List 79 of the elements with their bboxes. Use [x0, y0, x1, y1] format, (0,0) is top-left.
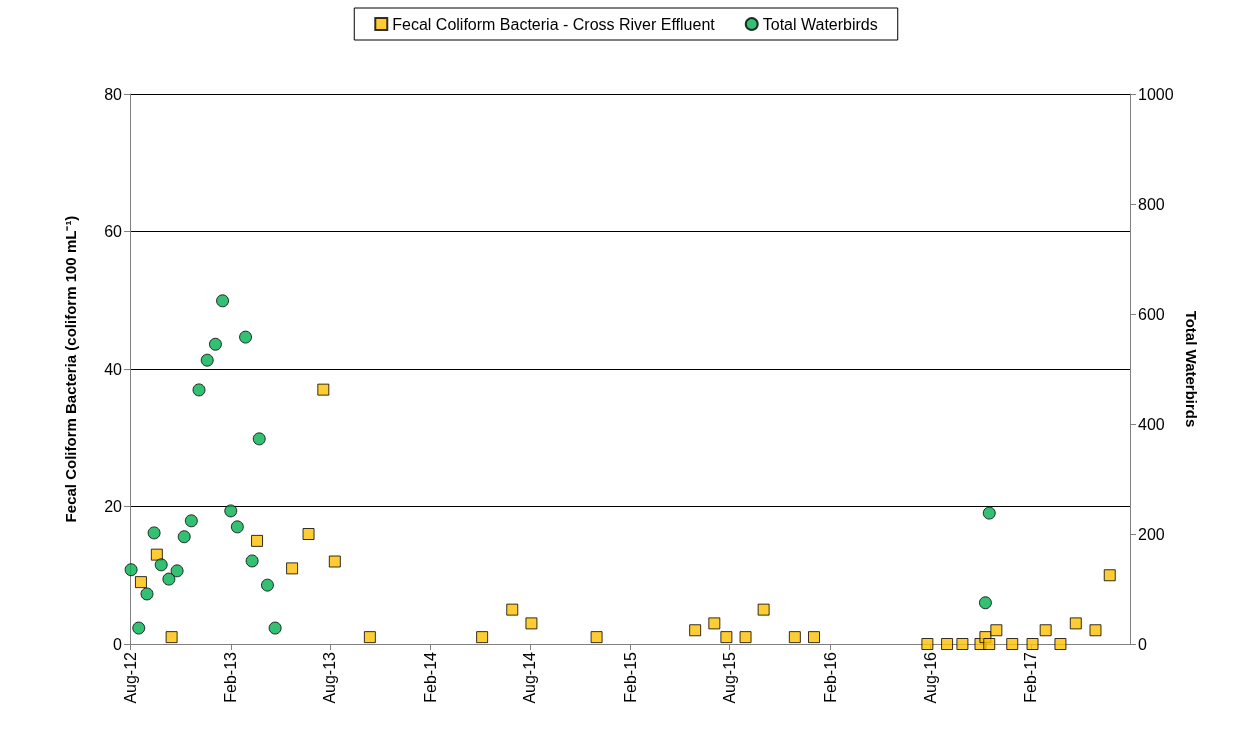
point	[1026, 638, 1039, 650]
point	[230, 520, 244, 534]
legend-label: Total Waterbirds	[762, 15, 878, 33]
point	[154, 558, 168, 572]
point	[525, 617, 538, 630]
point	[1006, 638, 1019, 650]
point	[260, 578, 274, 592]
point	[956, 638, 969, 650]
y-tick-label: 60	[104, 223, 123, 240]
point	[184, 514, 198, 528]
x-tick-label: Aug-15	[721, 651, 739, 704]
y2-tick-label: 800	[1138, 195, 1165, 213]
point	[757, 603, 770, 616]
point	[1054, 638, 1067, 650]
x-tick-label: Feb-17	[1022, 651, 1040, 703]
point	[224, 504, 238, 518]
y2-tick-label: 200	[1138, 525, 1165, 543]
x-tick-label: Feb-15	[622, 651, 640, 703]
point	[245, 554, 259, 568]
point	[1103, 569, 1116, 582]
x-tick-label: Feb-14	[422, 651, 440, 703]
point	[150, 548, 163, 561]
x-tick-label: Aug-16	[921, 651, 939, 704]
point	[170, 564, 184, 578]
point	[302, 528, 315, 540]
point	[208, 337, 222, 351]
y2-tick-label: 400	[1138, 415, 1165, 433]
x-tick-label: Feb-16	[821, 651, 839, 703]
point	[328, 555, 341, 568]
y-tick-label: 80	[104, 85, 123, 103]
x-tick-label: Feb-13	[222, 651, 240, 703]
y2-tick-label: 0	[1138, 635, 1147, 653]
point	[268, 621, 282, 635]
point	[1089, 624, 1102, 637]
point	[177, 530, 191, 544]
point	[251, 534, 264, 547]
point	[982, 506, 996, 520]
point	[720, 631, 733, 644]
y-tick-label: 0	[113, 635, 123, 653]
y-tick-label: 40	[104, 360, 123, 378]
point	[363, 631, 376, 644]
point	[921, 638, 934, 650]
point	[132, 621, 146, 635]
y2-tick-label: 1000	[1138, 85, 1174, 103]
point	[978, 596, 992, 610]
point	[134, 576, 147, 589]
point	[990, 624, 1003, 637]
point	[1069, 617, 1082, 630]
point	[689, 624, 702, 637]
point	[216, 294, 230, 308]
point	[140, 587, 154, 601]
point	[162, 572, 176, 586]
point	[239, 330, 253, 344]
point	[590, 631, 603, 644]
point	[1039, 624, 1052, 637]
y2-axis-title: Total Waterbirds	[1183, 310, 1201, 428]
point	[808, 631, 821, 644]
x-tick-label: Aug-13	[321, 651, 339, 704]
y-axis-title: Fecal Coliform Bacteria (coliform 100 mL⁻¹)	[62, 215, 79, 523]
point	[317, 383, 330, 396]
point	[124, 563, 138, 577]
x-tick-label: Aug-14	[521, 651, 539, 704]
point	[708, 617, 721, 630]
x-tick-label: Aug-12	[121, 651, 139, 704]
point	[506, 603, 519, 616]
point	[739, 631, 752, 644]
y-tick-label: 20	[104, 498, 123, 515]
point	[147, 526, 161, 540]
y2-tick-label: 600	[1138, 305, 1165, 323]
point	[476, 631, 489, 644]
point	[286, 562, 299, 575]
point	[192, 383, 206, 397]
point	[941, 638, 954, 650]
point	[165, 631, 178, 644]
point	[252, 432, 266, 446]
point	[983, 638, 996, 650]
point	[200, 353, 214, 367]
point	[788, 631, 801, 644]
legend-label: Fecal Coliform Bacteria - Cross River Effluent	[392, 15, 716, 33]
